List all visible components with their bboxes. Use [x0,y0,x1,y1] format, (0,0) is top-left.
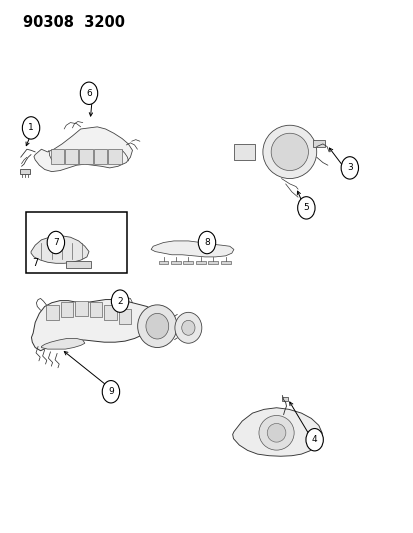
Bar [50,149,64,164]
Ellipse shape [181,320,195,335]
Polygon shape [34,127,132,172]
Bar [26,212,127,273]
Bar [79,149,93,164]
Polygon shape [171,261,180,264]
Polygon shape [281,397,287,401]
Text: 90308  3200: 90308 3200 [23,15,124,30]
Polygon shape [151,241,233,257]
Bar [94,149,107,164]
Polygon shape [233,144,254,160]
Circle shape [198,231,215,254]
Polygon shape [232,408,321,456]
Circle shape [340,157,358,179]
Text: 7: 7 [32,259,38,269]
Ellipse shape [146,313,169,339]
Text: 7: 7 [53,238,59,247]
Ellipse shape [137,305,177,348]
Ellipse shape [262,125,316,179]
Text: 1: 1 [28,124,34,132]
Bar [108,149,121,164]
Polygon shape [208,261,218,264]
Polygon shape [183,261,193,264]
Bar [65,149,78,164]
Text: 5: 5 [303,204,309,212]
Circle shape [22,117,40,139]
Polygon shape [66,261,91,268]
Circle shape [102,381,119,403]
Text: 6: 6 [86,89,92,98]
Polygon shape [20,169,30,174]
Bar [46,305,59,320]
Circle shape [297,197,314,219]
Circle shape [47,231,64,254]
Circle shape [80,82,97,104]
Text: 8: 8 [204,238,209,247]
Text: 2: 2 [117,297,123,305]
Circle shape [111,290,128,312]
Text: 4: 4 [311,435,317,444]
Circle shape [305,429,323,451]
Bar [75,301,88,316]
Ellipse shape [271,133,308,171]
Polygon shape [41,338,85,349]
Bar [104,305,116,320]
Bar [90,302,102,317]
Polygon shape [158,261,168,264]
Polygon shape [31,236,89,263]
Polygon shape [312,140,324,147]
Text: 3: 3 [346,164,352,172]
Ellipse shape [174,312,202,343]
Text: 9: 9 [108,387,114,396]
Ellipse shape [259,416,293,450]
Polygon shape [220,261,230,264]
Bar [61,302,73,317]
Ellipse shape [267,423,285,442]
Polygon shape [31,300,155,351]
Bar [119,309,131,324]
Polygon shape [195,261,205,264]
